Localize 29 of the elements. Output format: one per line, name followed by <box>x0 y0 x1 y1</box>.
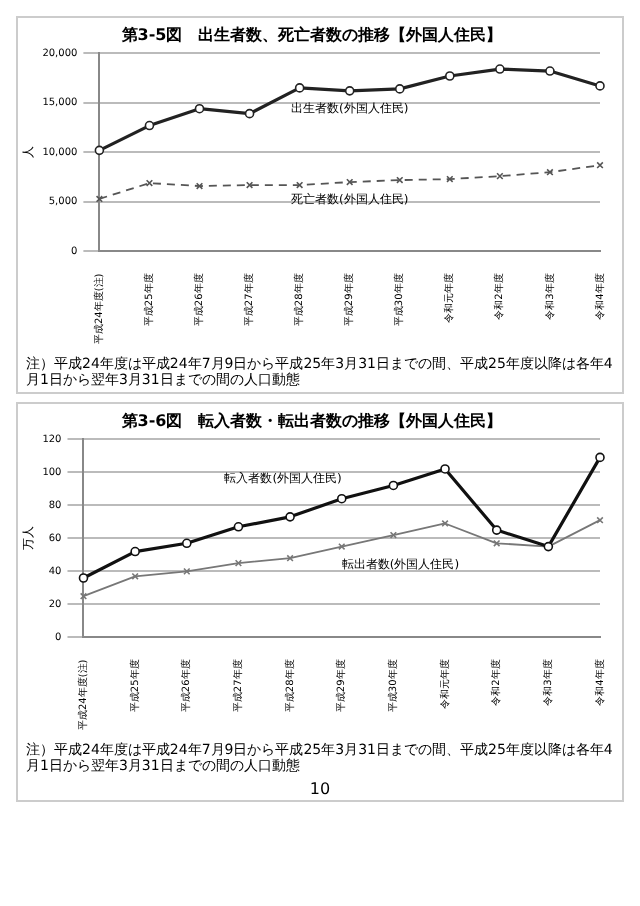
point <box>194 103 205 114</box>
point <box>244 108 255 119</box>
point <box>344 86 355 96</box>
point <box>445 71 455 81</box>
point <box>446 175 454 183</box>
chart-title: 第3-5図 出生者数、死亡者数の推移【外国人住民】 <box>119 23 503 44</box>
point <box>394 84 405 94</box>
point <box>94 145 105 156</box>
point <box>78 572 89 583</box>
point <box>233 521 244 532</box>
point <box>130 546 140 556</box>
point <box>496 172 504 180</box>
point <box>285 511 295 522</box>
point <box>491 524 502 535</box>
point <box>546 168 554 176</box>
point <box>495 64 505 74</box>
point <box>545 66 555 76</box>
point <box>286 554 294 562</box>
point <box>493 539 501 547</box>
point <box>388 480 399 490</box>
point <box>595 452 605 462</box>
point <box>336 493 347 504</box>
point <box>181 538 192 548</box>
text: 10 <box>307 777 333 801</box>
point <box>595 81 605 91</box>
point <box>440 463 450 474</box>
chart-title: 第3-6図 転入者数・転出者数の推移【外国人住民】 <box>119 411 503 430</box>
point <box>144 120 155 131</box>
point <box>294 83 305 93</box>
